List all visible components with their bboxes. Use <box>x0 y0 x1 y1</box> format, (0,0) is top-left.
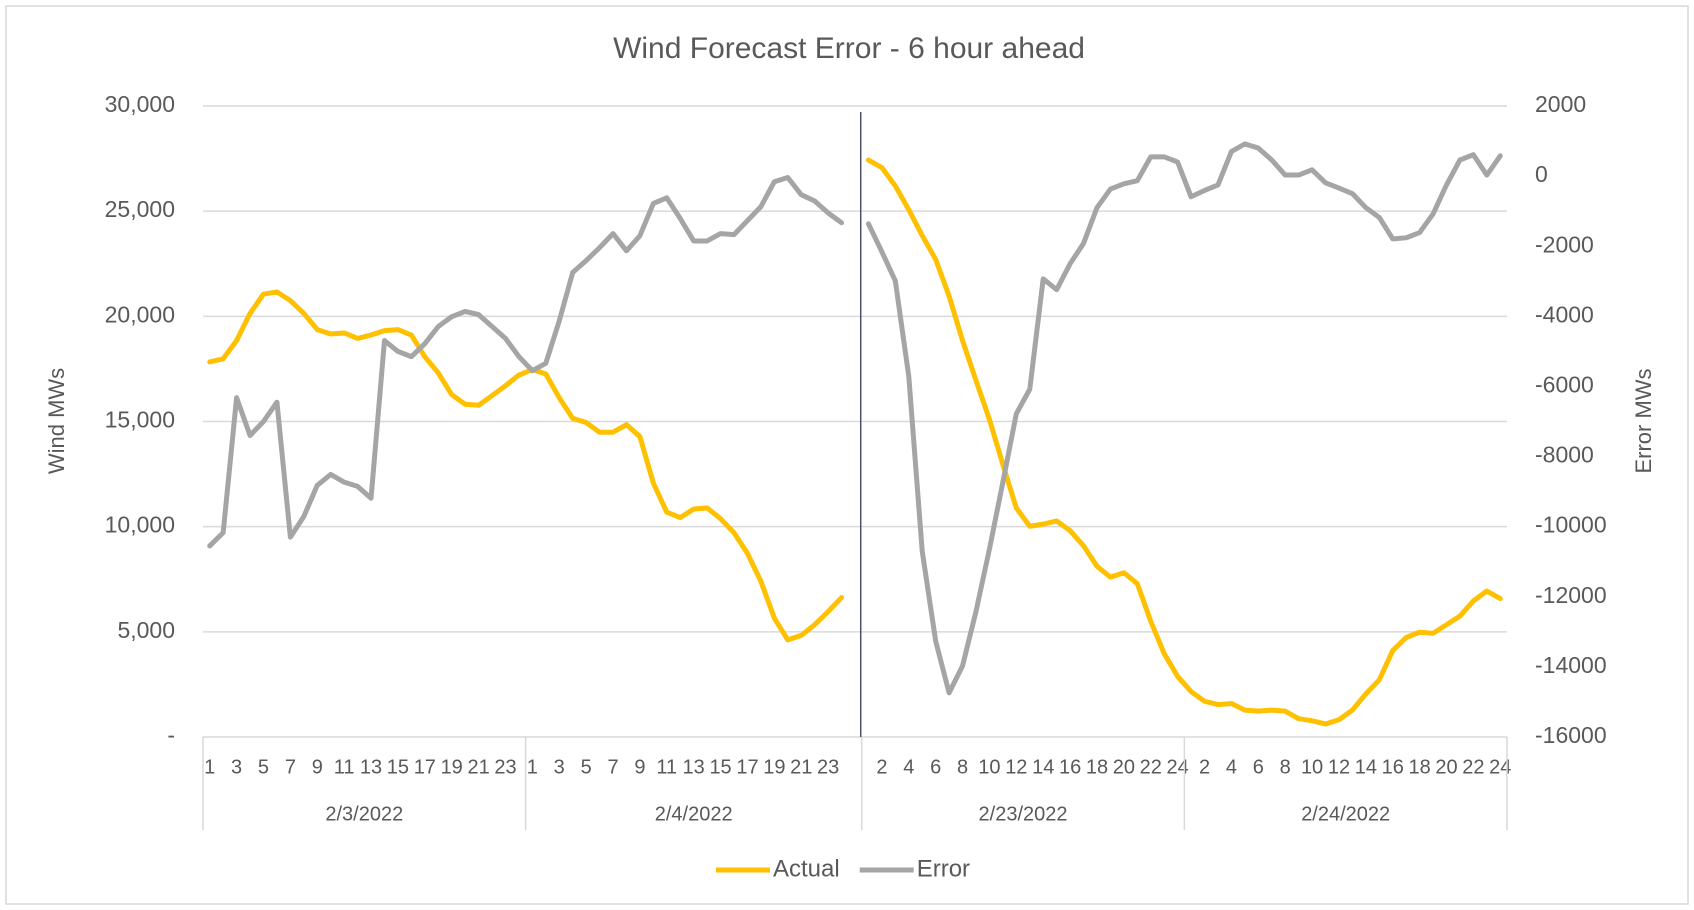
x-tick-label: 5 <box>258 756 269 778</box>
x-tick-label: 3 <box>554 756 565 778</box>
y2-tick-label: -16000 <box>1535 722 1607 748</box>
y-tick-label: 5,000 <box>117 617 175 643</box>
x-tick-label: 4 <box>903 756 914 778</box>
x-tick-label: 15 <box>387 756 409 778</box>
x-tick-label: 6 <box>1253 756 1264 778</box>
x-tick-label: 17 <box>414 756 436 778</box>
x-tick-label: 14 <box>1032 756 1054 778</box>
y2-tick-label: -10000 <box>1535 512 1607 538</box>
y-tick-label: - <box>167 722 175 748</box>
x-tick-label: 14 <box>1355 756 1377 778</box>
legend-label: Error <box>917 855 970 882</box>
chart-title: Wind Forecast Error - 6 hour ahead <box>613 32 1085 65</box>
x-tick-label: 2 <box>876 756 887 778</box>
x-tick-label: 15 <box>709 756 731 778</box>
x-tick-label: 21 <box>790 756 812 778</box>
x-tick-label: 3 <box>231 756 242 778</box>
y2-tick-label: -2000 <box>1535 231 1594 257</box>
x-tick-label: 16 <box>1059 756 1081 778</box>
legend-label: Actual <box>773 855 840 882</box>
x-tick-label: 21 <box>467 756 489 778</box>
x-tick-label: 11 <box>656 756 677 778</box>
y2-tick-label: -12000 <box>1535 582 1607 608</box>
x-group-label: 2/4/2022 <box>655 803 733 825</box>
x-tick-label: 22 <box>1140 756 1162 778</box>
y-tick-label: 25,000 <box>105 196 175 222</box>
x-tick-label: 7 <box>607 756 618 778</box>
x-tick-label: 9 <box>634 756 645 778</box>
x-tick-label: 22 <box>1462 756 1484 778</box>
x-tick-label: 10 <box>1301 756 1323 778</box>
x-tick-label: 13 <box>360 756 382 778</box>
x-tick-label: 16 <box>1382 756 1404 778</box>
y2-tick-label: -14000 <box>1535 652 1607 678</box>
x-tick-label: 13 <box>683 756 705 778</box>
x-group-label: 2/23/2022 <box>979 803 1068 825</box>
x-tick-label: 10 <box>978 756 1000 778</box>
x-tick-label: 20 <box>1113 756 1135 778</box>
x-tick-label: 23 <box>817 756 839 778</box>
y2-tick-label: -4000 <box>1535 301 1594 327</box>
x-tick-label: 1 <box>527 756 538 778</box>
y-tick-label: 15,000 <box>105 407 175 433</box>
x-tick-label: 24 <box>1167 756 1189 778</box>
x-tick-label: 19 <box>441 756 463 778</box>
chart-border <box>5 5 1689 905</box>
x-tick-label: 18 <box>1086 756 1108 778</box>
x-tick-label: 20 <box>1435 756 1457 778</box>
x-tick-label: 24 <box>1489 756 1511 778</box>
x-tick-label: 9 <box>312 756 323 778</box>
y2-axis-title: Error MWs <box>1631 368 1656 473</box>
x-tick-label: 8 <box>1280 756 1291 778</box>
x-group-label: 2/24/2022 <box>1301 803 1390 825</box>
x-tick-label: 8 <box>957 756 968 778</box>
y2-tick-label: -6000 <box>1535 372 1594 398</box>
x-tick-label: 4 <box>1226 756 1237 778</box>
series-line <box>207 141 1503 696</box>
y2-tick-label: 0 <box>1535 161 1548 187</box>
x-tick-label: 5 <box>581 756 592 778</box>
x-tick-label: 12 <box>1328 756 1350 778</box>
x-tick-label: 19 <box>763 756 785 778</box>
x-tick-label: 1 <box>204 756 215 778</box>
x-tick-label: 7 <box>285 756 296 778</box>
x-tick-label: 11 <box>334 756 355 778</box>
x-tick-label: 23 <box>494 756 516 778</box>
y-axis-title: Wind MWs <box>44 368 69 474</box>
y2-tick-label: -8000 <box>1535 442 1594 468</box>
y2-tick-label: 2000 <box>1535 91 1586 117</box>
x-tick-label: 17 <box>736 756 758 778</box>
y-tick-label: 20,000 <box>105 301 175 327</box>
series-line <box>207 157 1503 727</box>
x-tick-label: 6 <box>930 756 941 778</box>
y-tick-label: 10,000 <box>105 512 175 538</box>
x-group-label: 2/3/2022 <box>325 803 403 825</box>
x-tick-label: 2 <box>1199 756 1210 778</box>
x-tick-label: 18 <box>1408 756 1430 778</box>
y-tick-label: 30,000 <box>105 91 175 117</box>
x-tick-label: 12 <box>1005 756 1027 778</box>
